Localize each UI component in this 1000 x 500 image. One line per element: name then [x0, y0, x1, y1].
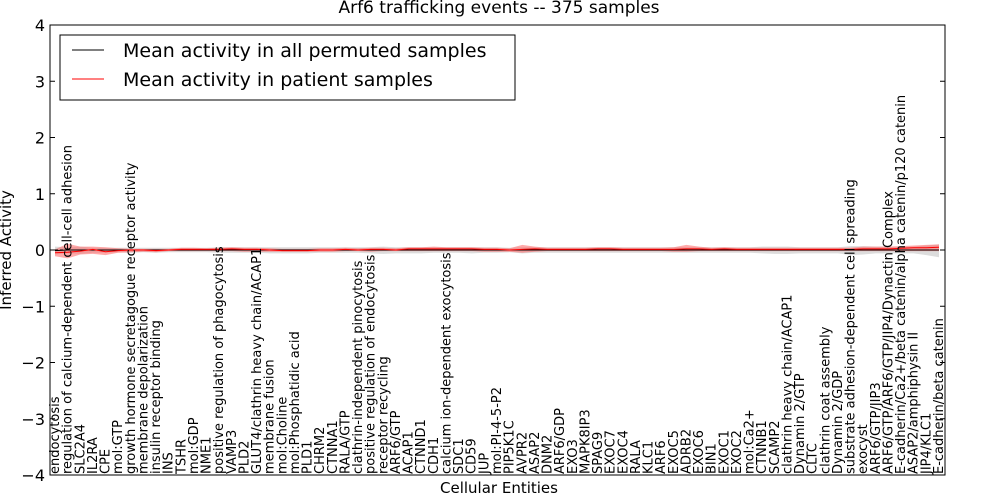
x-tick-label: ACAP1: [402, 431, 417, 474]
x-tick-label: EXOC1: [717, 430, 732, 474]
x-tick-label: RALA/GTP: [339, 410, 354, 474]
x-tick-label: PLD1: [301, 441, 316, 474]
x-tick-label: calcium ion-dependent exocytosis: [440, 252, 455, 474]
x-tick-label: CTNNA1: [326, 420, 341, 474]
x-tick-label: AVPR2: [515, 432, 530, 474]
x-tick-label: EXOC7: [604, 430, 619, 474]
y-tick-label: 2: [35, 129, 45, 148]
legend-label-patient: Mean activity in patient samples: [123, 69, 433, 91]
x-tick-label: RALA: [629, 440, 644, 474]
x-tick-label: KLC1: [642, 441, 657, 474]
x-tick-label: membrane depolarization: [136, 306, 151, 474]
x-tick-label: TSHR: [174, 439, 189, 475]
y-tick-label: −2: [21, 354, 45, 373]
x-tick-label: mol:Ca2+: [743, 409, 758, 474]
y-tick-label: −3: [21, 410, 45, 429]
x-tick-label: regulation of calcium-dependent cell-cel…: [61, 145, 76, 474]
x-tick-label: ARF6/GTP/ARF6/GTP/JIP4/Dynactin Complex: [882, 191, 897, 474]
x-tick-label: positive regulation of endocytosis: [364, 254, 379, 474]
x-tick-label: ARF6: [654, 440, 669, 474]
chart-title: Arf6 trafficking events -- 375 samples: [338, 0, 659, 18]
x-tick-label: mol:Choline: [275, 397, 290, 474]
x-tick-label: GLUT4/clathrin heavy chain/ACAP1: [250, 248, 265, 474]
x-tick-label: CPE: [99, 449, 114, 474]
y-tick-label: 4: [35, 16, 45, 35]
series-line-permuted: [54, 249, 939, 252]
x-tick-label: DNM2: [541, 435, 556, 474]
y-axis-label: Inferred Activity: [0, 190, 15, 310]
x-tick-label: EXO3: [566, 439, 581, 474]
x-tick-label: CDH1: [427, 437, 442, 474]
x-tick-label: SDC1: [452, 438, 467, 474]
x-tick-label: JIP4/KLC1: [919, 413, 934, 475]
x-tick-label: mol:GDP: [187, 417, 202, 474]
x-tick-label: INS: [162, 452, 177, 474]
x-tick-label: Dynamin 2/GDP: [831, 371, 846, 474]
y-tick-label: −4: [21, 466, 45, 485]
x-tick-label: EXOC2: [730, 430, 745, 474]
legend-frame: [59, 34, 516, 101]
x-tick-label: membrane fusion: [263, 359, 278, 474]
legend-label-permuted: Mean activity in all permuted samples: [123, 40, 486, 62]
x-tick-label: NME1: [200, 437, 215, 474]
legend: Mean activity in all permuted samples Me…: [59, 34, 516, 101]
x-tick-label: Dynamin 2/GTP: [793, 373, 808, 474]
x-tick-label: clathrin coat assembly: [818, 326, 833, 474]
x-tick-label: mol:Phosphatidic acid: [288, 331, 303, 474]
x-tick-label: SCAMP2: [768, 420, 783, 474]
x-tick-label: ADRB2: [679, 429, 694, 474]
x-tick-label: CD59: [465, 438, 480, 474]
x-tick-label: PIP5K1C: [503, 420, 518, 474]
x-tick-label: ARF6/GDP: [553, 408, 568, 474]
x-tick-label: ARF6/GTP: [389, 410, 404, 474]
x-tick-label: VAMP3: [225, 430, 240, 474]
y-tick-label: 0: [35, 241, 45, 260]
x-tick-label: MAPK8IP3: [578, 409, 593, 474]
x-tick-label: positive regulation of phagocytosis: [212, 246, 227, 474]
series-lines: [54, 246, 940, 254]
x-tick-label: ASAP2: [528, 432, 543, 474]
x-tick-label: growth hormone secretagogue receptor act…: [124, 162, 139, 474]
x-tick-label: ARF6/GTP/JIP3: [869, 382, 884, 474]
x-tick-label: E-cadherin/Ca2+/beta catenin/alpha caten…: [894, 95, 909, 474]
x-tick-label: SLC2A4: [73, 424, 88, 474]
x-tick-label: clathrin heavy chain/ACAP1: [781, 295, 796, 474]
x-tick-label: EXOC4: [616, 430, 631, 474]
x-axis-label: Cellular Entities: [440, 479, 558, 497]
x-tick-label: receptor recycling: [376, 356, 391, 474]
x-tick-label: endocytosis: [48, 396, 63, 474]
x-tick-label: CLTC: [806, 443, 821, 474]
x-tick-label: CTNND1: [414, 419, 429, 474]
x-tick-label: EXOC5: [667, 430, 682, 474]
x-tick-label: clathrin-independent pinocytosis: [351, 260, 366, 474]
x-tick-label: CTNNB1: [755, 420, 770, 474]
y-tick-label: 1: [35, 185, 45, 204]
x-tick-label: PLD2: [237, 441, 252, 474]
x-tick-label: mol:GTP: [111, 420, 126, 474]
x-tick-label: E-cadherin/beta catenin: [932, 318, 947, 474]
band-patient: [55, 243, 939, 259]
x-tick-label: substrate adhesion-dependent cell spread…: [844, 179, 859, 474]
x-tick-label: EXOC6: [692, 430, 707, 474]
y-axis: −4 −3 −2 −1 0 1 2 3 4: [21, 16, 945, 485]
x-tick-label: exocyst: [856, 424, 871, 474]
confidence-bands: [55, 243, 939, 259]
y-tick-label: 3: [35, 72, 45, 91]
x-tick-label: IL2RA: [86, 437, 101, 474]
x-tick-label: mol:PI-4-5-P2: [490, 387, 505, 474]
x-tick-label: SPAG9: [591, 432, 606, 474]
x-tick-label: BIN1: [705, 443, 720, 474]
y-tick-label: −1: [21, 297, 45, 316]
series-line-patient: [54, 246, 940, 254]
x-tick-label: ASAP2/amphiphysin II: [907, 332, 922, 474]
x-tick-label: JUP: [477, 453, 492, 475]
x-tick-label: CHRM2: [313, 427, 328, 474]
x-tick-label: insulin receptor binding: [149, 320, 164, 474]
